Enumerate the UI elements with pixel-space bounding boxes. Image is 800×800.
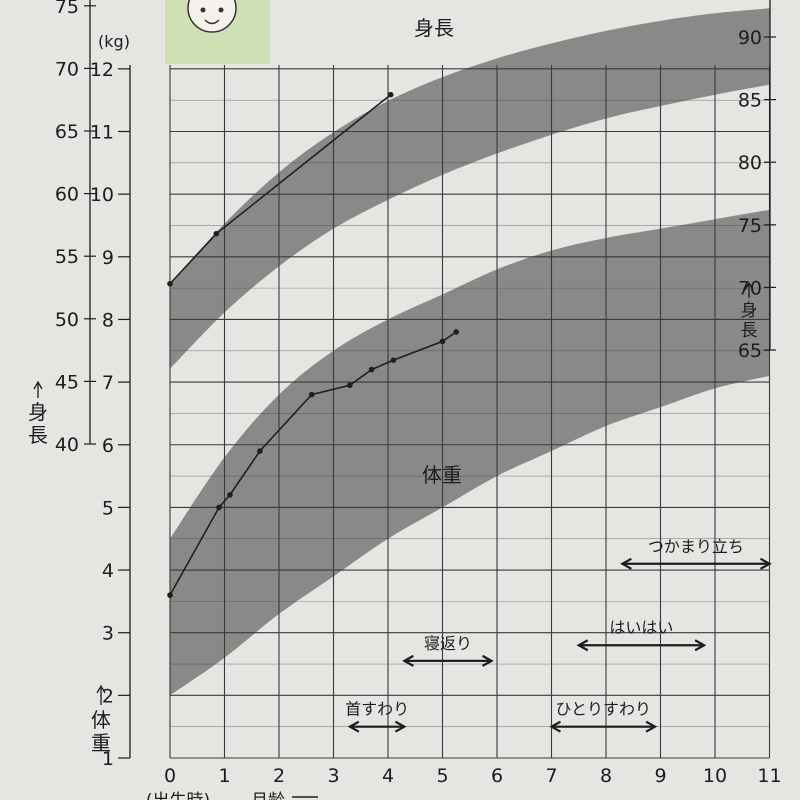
- weight-tick-label: 1: [102, 748, 114, 770]
- percentile-band: [170, 209, 770, 696]
- x-tick-label: 9: [654, 765, 666, 787]
- x-tick-label: 8: [600, 765, 612, 787]
- height-left-tick-label: 75: [55, 0, 79, 18]
- weight-tick-label: 8: [102, 309, 114, 331]
- milestone-arrow-start: [549, 720, 562, 733]
- percentile-band: [170, 8, 770, 369]
- weight-axis-arrowhead: [96, 684, 106, 694]
- milestone-arrow-end: [645, 720, 658, 733]
- height-record-point: [167, 280, 173, 287]
- weight-axis-title: 重: [91, 731, 111, 755]
- weight-tick-label: 4: [102, 560, 114, 582]
- milestone-arrow-end: [394, 720, 407, 733]
- axes: 01234567891011(出生時)月齢123456789101112(kg)…: [28, 0, 782, 800]
- weight-tick-label: 6: [102, 435, 114, 457]
- height-axis-left-title: 身: [28, 400, 48, 424]
- milestone-label: つかまり立ち: [648, 537, 744, 556]
- milestone-arrow-start: [620, 557, 632, 570]
- height-band-label: 身長: [414, 16, 454, 40]
- height-record-point: [213, 230, 220, 237]
- x-axis-birth-label: (出生時): [146, 791, 210, 800]
- height-right-tick-label: 85: [738, 90, 762, 112]
- percentile-bands: [170, 8, 770, 696]
- weight-record-point: [368, 366, 375, 373]
- x-tick-label: 6: [491, 765, 503, 787]
- weight-tick-label: 10: [90, 184, 114, 206]
- x-axis-title: 月齢: [251, 791, 285, 800]
- height-record-point: [387, 91, 394, 98]
- x-tick-label: 7: [545, 765, 557, 787]
- weight-record-point: [308, 391, 315, 398]
- milestone-arrow-end: [482, 654, 494, 667]
- baby-eye-right-icon: [218, 7, 224, 13]
- milestone-arrow-start: [347, 720, 360, 733]
- height-left-tick-label: 65: [55, 121, 79, 143]
- data-series: [167, 91, 459, 598]
- baby-eye-left-icon: [200, 7, 206, 13]
- weight-record-point: [227, 492, 233, 498]
- height-left-tick-label: 45: [55, 371, 79, 393]
- height-axis-left-title: 長: [28, 423, 48, 447]
- weight-record-point: [390, 357, 397, 363]
- x-tick-label: 4: [382, 765, 394, 787]
- x-tick-label: 1: [218, 765, 230, 787]
- x-tick-label: 0: [164, 765, 176, 787]
- milestone-arrow-end: [759, 557, 772, 570]
- weight-tick-label: 11: [90, 122, 114, 144]
- height-right-tick-label: 90: [738, 27, 762, 49]
- height-right-tick-label: 70: [738, 277, 762, 299]
- milestone-label: 首すわり: [345, 700, 409, 719]
- weight-unit-label: (kg): [98, 32, 130, 51]
- milestone-label: 寝返り: [424, 634, 472, 653]
- height-left-tick-label: 55: [55, 246, 79, 268]
- height-axis-right-arrowhead: [744, 281, 754, 291]
- milestone-label: ひとりすわり: [556, 700, 652, 719]
- height-right-tick-label: 75: [738, 215, 762, 237]
- x-tick-label: 10: [703, 765, 727, 787]
- weight-record-point: [347, 382, 353, 389]
- height-axis-left-arrowhead: [33, 380, 43, 390]
- grid: [169, 65, 771, 759]
- weight-tick-label: 3: [102, 623, 114, 645]
- height-left-tick-label: 60: [55, 184, 79, 206]
- x-tick-label: 2: [273, 765, 285, 787]
- weight-record-point: [216, 504, 222, 511]
- weight-record-point: [439, 338, 446, 345]
- milestone-label: はいはい: [609, 618, 673, 637]
- x-tick-label: 5: [436, 765, 448, 787]
- milestone-arrow-start: [576, 639, 589, 652]
- milestone-arrow-end: [694, 639, 707, 652]
- height-right-tick-label: 65: [738, 340, 762, 362]
- height-right-tick-label: 80: [738, 152, 762, 174]
- weight-record-point: [167, 592, 173, 598]
- x-tick-label: 11: [757, 765, 781, 787]
- weight-record-point: [453, 329, 459, 335]
- weight-tick-label: 9: [102, 247, 114, 269]
- baby-thumbnail: [165, 0, 270, 64]
- weight-tick-label: 12: [90, 59, 114, 81]
- weight-axis-title: 体: [91, 708, 111, 732]
- height-axis-right-title: 身: [741, 301, 758, 321]
- weight-tick-label: 2: [102, 685, 114, 707]
- height-left-tick-label: 50: [55, 309, 79, 331]
- weight-band-label: 体重: [422, 463, 462, 487]
- height-left-tick-label: 40: [55, 434, 79, 456]
- baby-face-icon: [187, 0, 237, 33]
- weight-record-line: [169, 331, 457, 596]
- x-tick-label: 3: [327, 765, 339, 787]
- weight-tick-label: 7: [102, 372, 114, 394]
- weight-record-point: [257, 448, 263, 454]
- height-left-tick-label: 70: [55, 58, 79, 80]
- height-axis-right-title: 長: [741, 321, 758, 341]
- baby-mouth-icon: [204, 19, 220, 25]
- milestone-arrow-start: [402, 654, 414, 667]
- weight-tick-label: 5: [102, 497, 114, 519]
